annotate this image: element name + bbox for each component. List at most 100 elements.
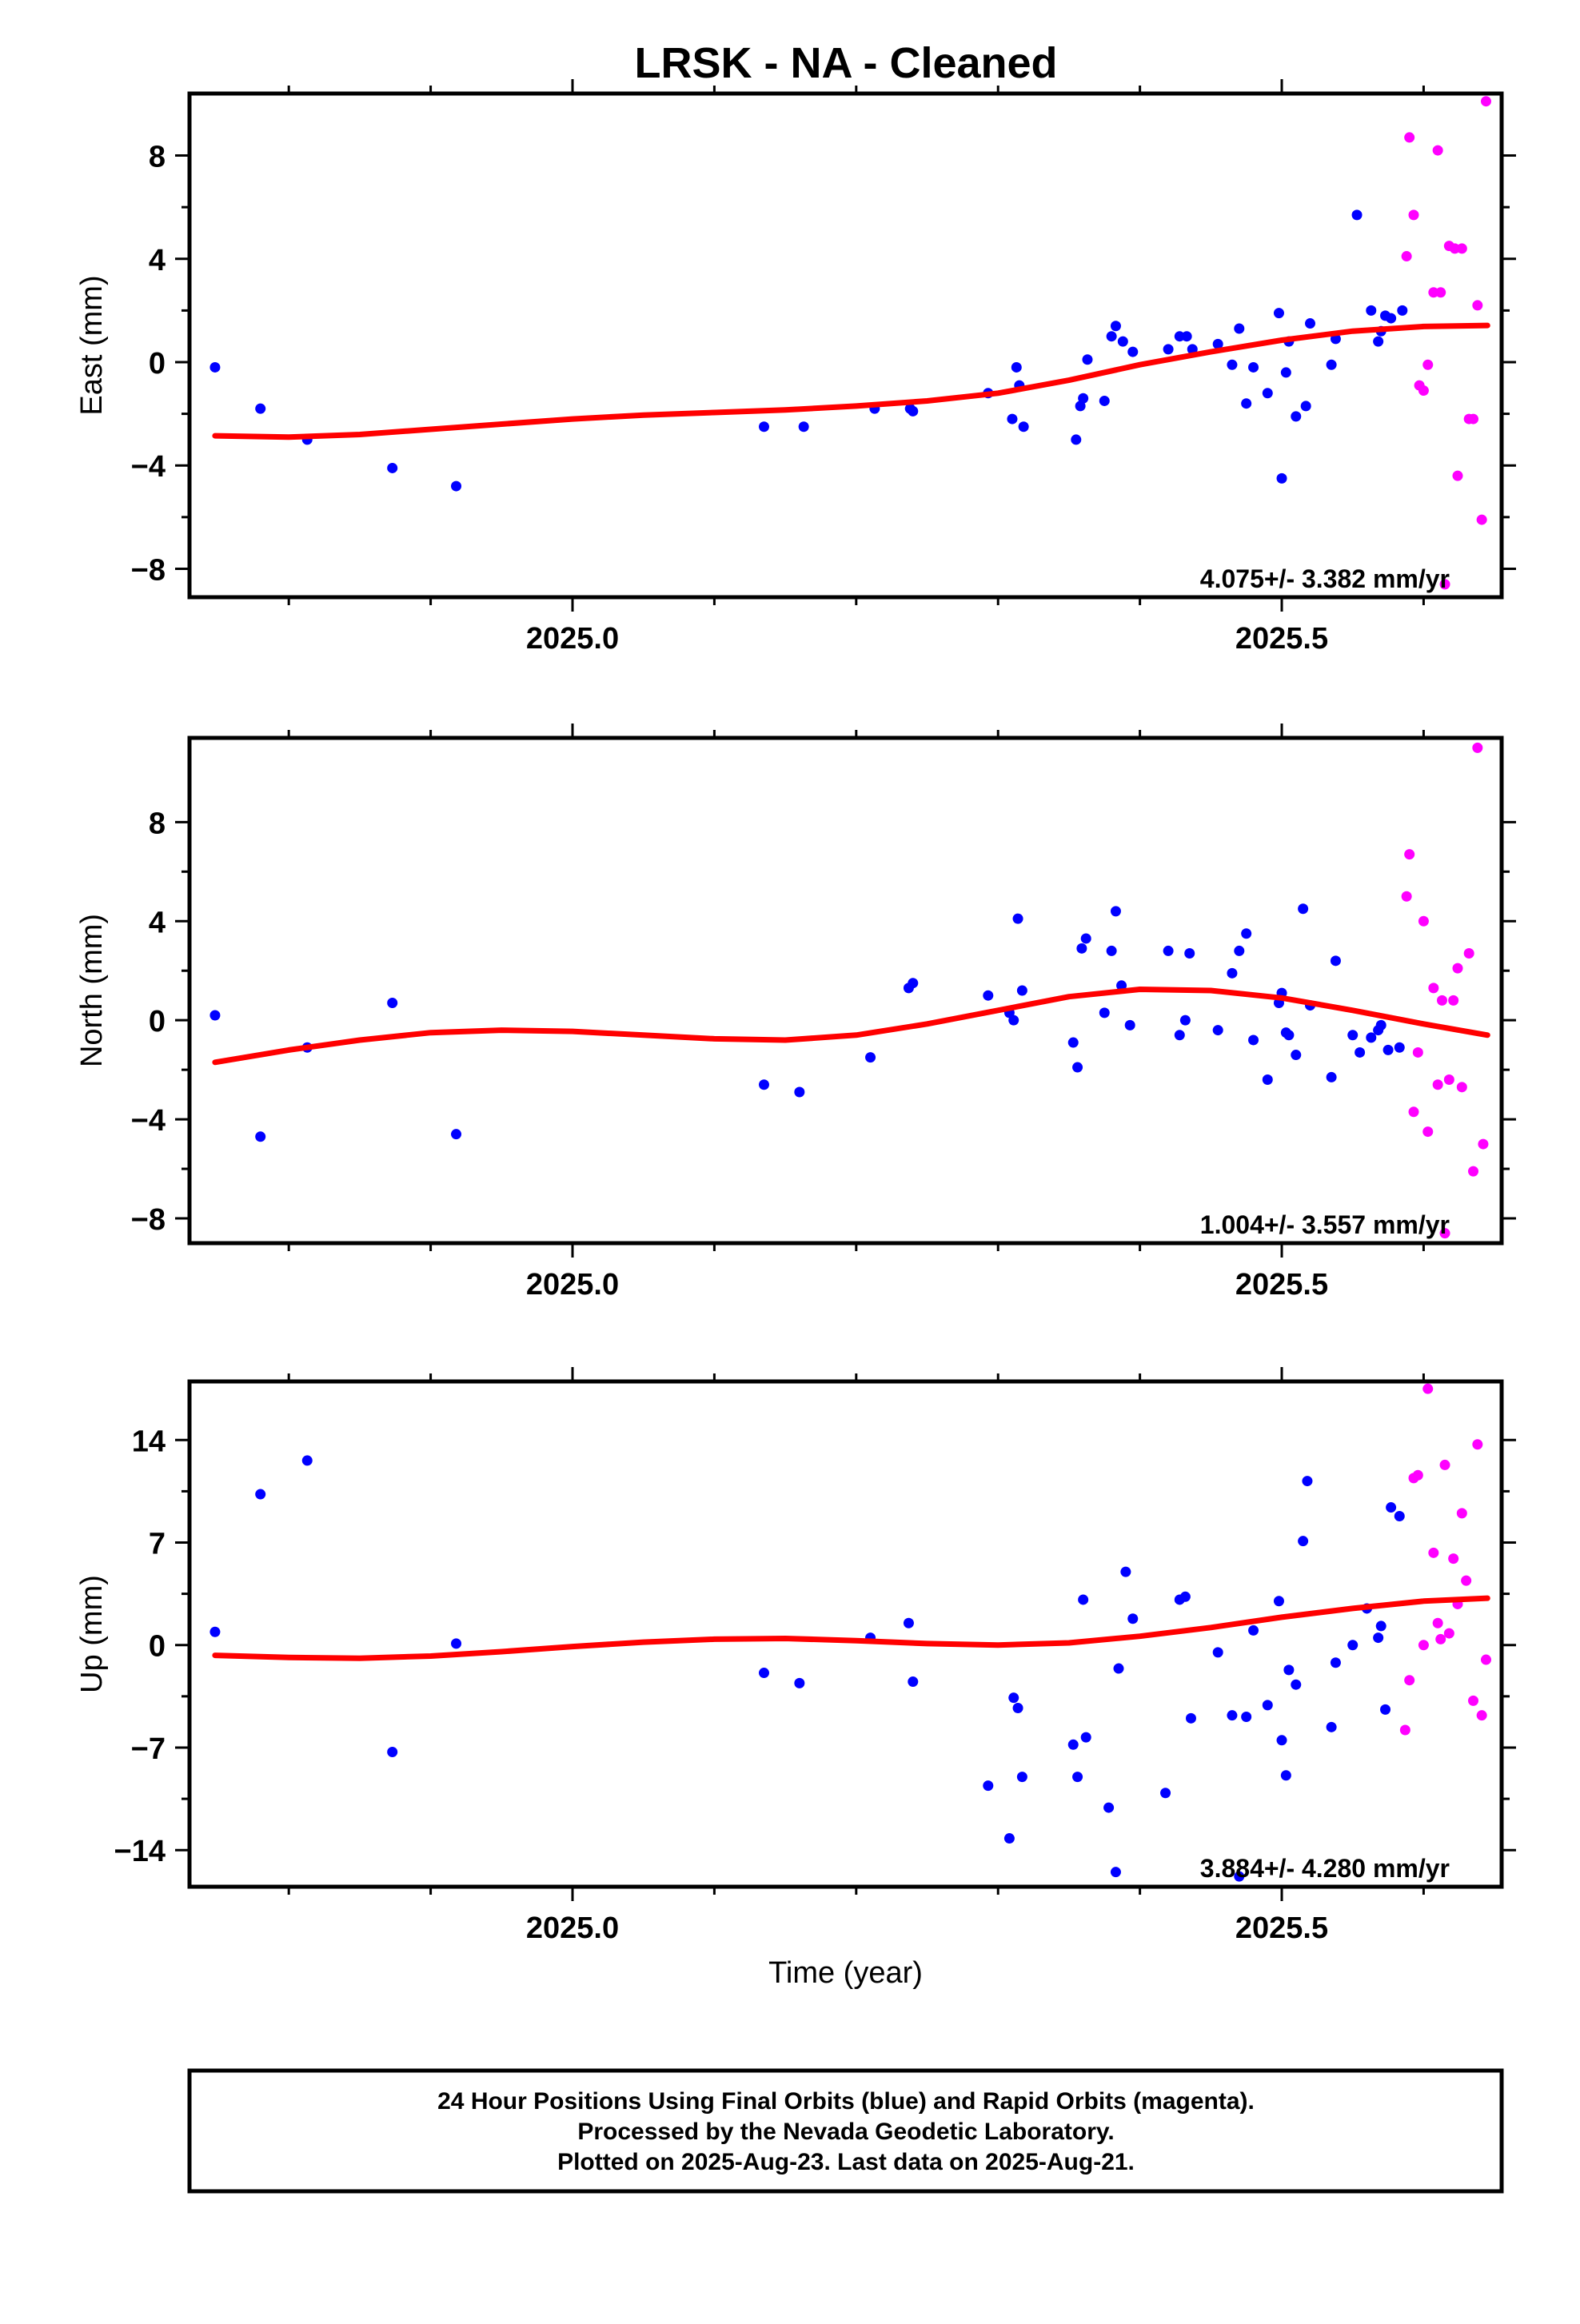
rapid-orbit-point: [1448, 1553, 1459, 1565]
rapid-orbit-point: [1432, 1617, 1443, 1628]
final-orbit-point: [1298, 1536, 1309, 1547]
rapid-orbit-point: [1456, 1082, 1467, 1093]
rapid-orbit-point: [1412, 1046, 1423, 1058]
final-orbit-point: [1113, 1663, 1124, 1674]
final-orbit-point: [1234, 945, 1245, 956]
final-orbit-point: [1330, 1657, 1341, 1668]
final-orbit-point: [758, 421, 769, 433]
x-tick-label: 2025.0: [526, 622, 619, 656]
data-points: [209, 96, 1491, 590]
y-tick-label: 0: [149, 1630, 166, 1664]
final-orbit-point: [908, 978, 919, 989]
panel-north: 2025.0 2025.5 −8 −4 0 4 8 North (mm) 1.004+/- 3.…: [75, 724, 1516, 1302]
final-orbit-point: [1080, 1732, 1091, 1743]
final-orbit-point: [1300, 401, 1311, 412]
x-tick-label: 2025.0: [526, 1268, 619, 1302]
final-orbit-point: [758, 1079, 769, 1090]
final-orbit-point: [1276, 472, 1287, 484]
final-orbit-point: [301, 1455, 313, 1466]
final-orbit-point: [1185, 1712, 1196, 1724]
final-orbit-point: [1241, 928, 1252, 939]
final-orbit-point: [1076, 943, 1087, 954]
y-axis-label: Up (mm): [75, 1575, 109, 1693]
legend-box: [187, 2068, 1504, 2194]
final-orbit-point: [1011, 361, 1022, 373]
rapid-orbit-point: [1432, 145, 1443, 156]
final-orbit-point: [1212, 1647, 1223, 1658]
rapid-orbit-point: [1428, 1547, 1439, 1558]
final-orbit-point: [451, 1638, 462, 1649]
rapid-orbit-point: [1418, 385, 1429, 397]
rapid-orbit-point: [1476, 514, 1487, 525]
final-orbit-point: [1397, 305, 1408, 316]
rapid-orbit-point: [1432, 1079, 1443, 1090]
rapid-orbit-point: [1456, 1508, 1467, 1519]
final-orbit-point: [1386, 1502, 1397, 1513]
rapid-orbit-point: [1422, 1383, 1434, 1394]
final-orbit-point: [1375, 1620, 1386, 1632]
final-orbit-point: [1291, 1050, 1302, 1061]
footer-line-2: Processed by the Nevada Geodetic Laborat…: [577, 2119, 1114, 2145]
rapid-orbit-point: [1404, 849, 1415, 860]
final-orbit-point: [1103, 1802, 1115, 1813]
rapid-orbit-point: [1443, 1628, 1454, 1639]
final-orbit-point: [1234, 323, 1245, 334]
final-orbit-point: [387, 997, 398, 1008]
final-orbit-point: [1280, 1770, 1291, 1781]
final-orbit-point: [1326, 1721, 1337, 1732]
final-orbit-point: [209, 1010, 221, 1021]
final-orbit-point: [209, 361, 221, 373]
final-orbit-point: [1366, 305, 1377, 316]
final-orbit-point: [1298, 903, 1309, 915]
final-orbit-point: [1262, 388, 1273, 399]
final-orbit-point: [1291, 411, 1302, 422]
final-orbit-point: [1262, 1700, 1273, 1711]
x-tick-label: 2025.5: [1235, 1911, 1328, 1945]
final-orbit-point: [865, 1052, 876, 1063]
final-orbit-point: [1283, 1030, 1295, 1041]
final-orbit-point: [1373, 1632, 1384, 1644]
rapid-orbit-point: [1401, 251, 1412, 262]
final-orbit-point: [451, 1129, 462, 1140]
y-tick-label: 0: [149, 347, 166, 381]
final-orbit-point: [255, 1489, 266, 1500]
final-orbit-point: [1375, 1019, 1386, 1030]
final-orbit-point: [1291, 1679, 1302, 1690]
y-tick-label: −8: [131, 1203, 166, 1237]
rapid-orbit-point: [1476, 1710, 1487, 1721]
final-orbit-point: [1099, 1007, 1110, 1018]
footer-line-1: 24 Hour Positions Using Final Orbits (bl…: [437, 2088, 1255, 2115]
final-orbit-point: [1174, 1030, 1185, 1041]
y-tick-label: 4: [149, 906, 166, 939]
plot-frame-up: [187, 1379, 1504, 1889]
rapid-orbit-point: [1422, 359, 1434, 370]
rapid-orbit-point: [1412, 1469, 1423, 1481]
velocity-rate-label: 1.004+/- 3.557 mm/yr: [1200, 1210, 1450, 1239]
final-orbit-point: [1355, 1046, 1366, 1058]
final-orbit-point: [1072, 1772, 1083, 1783]
panel-up: 2025.0 2025.5 −14 −7 0 7 14 Up (mm) 3.884+/- 4.2…: [75, 1367, 1516, 1990]
final-orbit-point: [1262, 1074, 1273, 1086]
final-orbit-point: [1283, 1664, 1295, 1676]
y-tick-label: −7: [131, 1732, 166, 1766]
final-orbit-point: [758, 1668, 769, 1679]
y-tick-label: 8: [149, 141, 166, 174]
final-orbit-point: [1071, 434, 1082, 445]
rapid-orbit-point: [1468, 413, 1479, 425]
rapid-orbit-point: [1443, 1074, 1454, 1086]
final-orbit-point: [255, 403, 266, 414]
y-axis-label: East (mm): [75, 275, 109, 415]
rapid-orbit-point: [1461, 1575, 1472, 1586]
final-orbit-point: [1386, 313, 1397, 324]
final-orbit-point: [1110, 321, 1121, 332]
rapid-orbit-point: [1452, 963, 1463, 974]
data-points: [209, 742, 1489, 1239]
y-tick-label: 0: [149, 1005, 166, 1038]
final-orbit-point: [1248, 1034, 1259, 1046]
rapid-orbit-point: [1480, 96, 1491, 107]
x-tick-label: 2025.5: [1235, 1268, 1328, 1302]
final-orbit-point: [1016, 1772, 1027, 1783]
final-orbit-point: [1008, 1015, 1019, 1026]
final-orbit-point: [1016, 985, 1027, 996]
